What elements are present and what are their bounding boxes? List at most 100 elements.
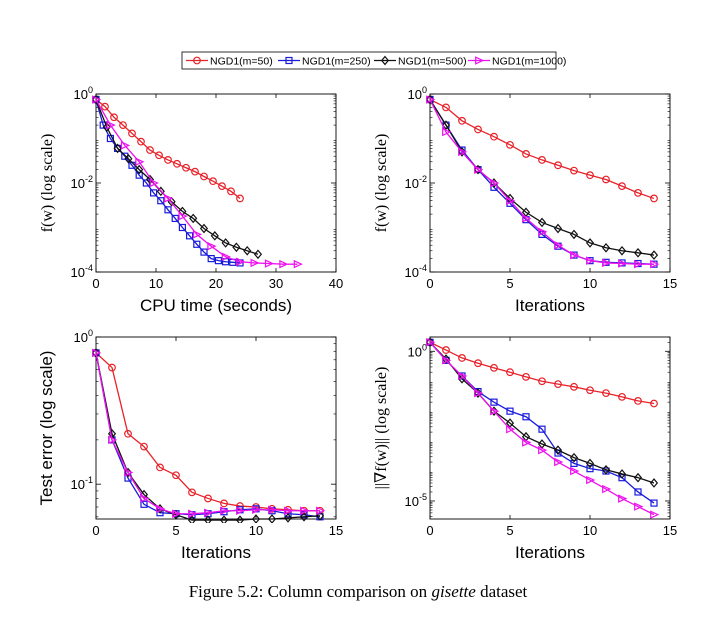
legend-box [181,51,557,70]
x-tick-label: 15 [663,276,677,291]
data-point [634,188,642,197]
legend-entry: NGD1(m=250) [278,56,371,68]
x-axis-label: Iterations [181,543,251,562]
data-point [128,129,136,138]
data-point [634,502,644,511]
data-point [490,132,498,141]
data-point [586,386,594,395]
data-point [156,463,164,472]
y-axis-label: f(w) (log scale) [39,134,56,233]
series-line-1 [429,341,655,405]
data-point [108,435,118,445]
data-point [586,256,596,265]
data-point [490,406,500,416]
x-tick-label: 15 [329,523,343,538]
data-point [506,196,516,205]
data-point [634,259,644,269]
data-point [188,488,196,497]
data-point [618,259,628,268]
data-point [299,512,309,522]
data-point [102,122,111,132]
series-line-3 [429,341,655,484]
y-tick-label: 10-2 [405,174,427,191]
data-point [570,166,578,175]
data-point [187,515,197,523]
data-point [172,509,182,518]
data-point [207,241,217,251]
data-point [221,238,230,248]
data-point [569,229,579,240]
plot-area [429,336,671,520]
data-point [442,103,450,112]
data-point [650,510,660,519]
series-group [426,94,660,269]
data-point [490,363,498,372]
data-point [474,125,482,134]
data-point [92,95,102,104]
data-point [538,156,546,164]
data-point [586,465,594,473]
data-point [156,509,164,517]
chart-panel-4: 0 5 10 15 100 10-5 Iterations ||∇f(w)|| (log sc… [373,336,677,562]
data-point [243,245,252,256]
data-point [140,494,150,503]
data-point [554,161,562,170]
data-point [236,506,246,515]
caption-suffix: dataset [475,582,528,601]
data-point [264,259,275,268]
y-tick-label: 10-5 [405,492,427,509]
chart-panel-1: 0 10 20 30 40 100 10-2 10-4 CPU time (seconds) f(… [39,85,343,315]
data-point [124,429,132,438]
data-point [220,499,228,508]
data-point [124,468,134,477]
data-point [188,509,198,518]
legend-entry: NGD1(m=500) [374,56,467,68]
data-point [537,217,547,228]
data-point [634,397,642,405]
y-tick-label: 10-4 [405,263,427,280]
data-point [650,499,658,507]
data-point [570,382,578,391]
y-tick-label: 100 [408,85,427,102]
data-point [252,505,262,515]
series-group [426,337,660,519]
data-point [146,146,154,154]
data-point [182,163,190,172]
data-point [570,250,580,260]
data-point [554,240,564,250]
data-point [149,178,159,188]
data-point [474,165,484,174]
data-point [586,171,594,180]
x-axis-label: CPU time (seconds) [140,296,292,315]
data-point [602,389,610,398]
chart-panel-2: 0 5 10 15 100 10-2 10-4 Iterations f(w) (log sca… [373,85,677,315]
data-point [618,494,628,503]
data-point [458,116,466,125]
data-point [221,252,231,261]
data-point [235,515,245,523]
y-tick-label: 10-2 [71,174,93,191]
data-point [214,257,222,265]
data-point [220,506,230,515]
data-point [284,506,294,515]
data-point [119,121,127,130]
data-point [172,471,180,480]
series-line-1 [429,98,655,200]
data-point [633,472,643,483]
legend-entry: NGD1(m=50) [186,56,273,68]
data-point [251,514,261,523]
data-point [426,338,436,347]
data-point [135,157,145,167]
data-point [137,137,145,146]
data-point [474,388,484,398]
data-point [92,348,102,358]
data-point [135,171,143,179]
y-tick-label: 10-1 [71,475,93,492]
data-point [207,255,215,263]
series-line-2 [95,352,321,518]
chart-panel-3: 0 5 10 15 100 10-1 Iterations Test error (log s… [37,328,343,562]
x-tick-label: 10 [249,523,263,538]
data-point [204,508,214,517]
data-point [601,242,611,253]
data-point [442,356,452,365]
